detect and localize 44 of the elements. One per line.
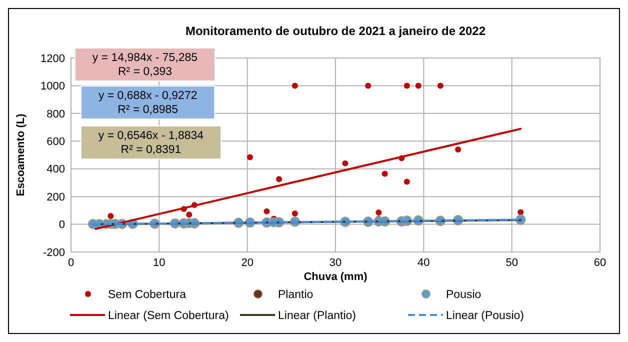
y-tick-label: 1000 (40, 80, 65, 93)
y-tick-label: -200 (42, 246, 65, 259)
y-tick-label: 600 (46, 136, 65, 148)
x-tick-label: 50 (506, 257, 518, 269)
point (246, 154, 253, 160)
y-tick-label: 400 (46, 164, 65, 176)
point (365, 82, 372, 89)
point (437, 82, 444, 89)
x-axis-title: Chuva (mm) (304, 271, 368, 283)
annotation: y = 0,688x - 0,9272 R² = 0,8985 (98, 90, 198, 116)
annotation: y = 0,6546x - 1,8834 R² = 0,8391 (98, 130, 204, 156)
legend-label: Linear (Pousio) (446, 310, 524, 322)
point (186, 212, 192, 218)
point (376, 210, 382, 216)
chart-title: Monitoramento de outubro de 2021 a janeiro de 2022 (185, 24, 486, 38)
legend-label: Sem Cobertura (108, 289, 187, 302)
point (342, 160, 348, 166)
point (455, 146, 462, 152)
point (292, 82, 298, 89)
point (264, 208, 270, 214)
legend-label: Plantio (278, 289, 314, 302)
x-tick-label: 30 (329, 257, 342, 269)
x-tick-label: 10 (153, 257, 166, 269)
y-tick-label: 0 (58, 219, 65, 232)
x-tick-label: 20 (241, 257, 254, 269)
annotation: y = 14,984x - 75,285 R² = 0,393 (92, 52, 198, 78)
legend-label: Pousio (446, 289, 482, 302)
y-tick-label: 800 (46, 108, 65, 120)
point (292, 210, 298, 216)
legend-label: Linear (Plantio) (278, 310, 356, 322)
point (415, 82, 422, 89)
point (404, 178, 410, 185)
x-tick-label: 0 (68, 257, 74, 269)
point (404, 82, 410, 89)
y-tick-label: 200 (46, 191, 65, 204)
y-tick-label: 1200 (40, 52, 65, 65)
y-axis-title: Escoamento (L) (15, 113, 27, 196)
point (382, 170, 388, 177)
point (108, 212, 114, 219)
x-tick-label: 40 (418, 257, 430, 269)
x-tick-label: 60 (594, 257, 606, 269)
point (276, 176, 282, 182)
point (518, 209, 524, 216)
legend-label: Linear (Sem Cobertura) (108, 310, 229, 322)
